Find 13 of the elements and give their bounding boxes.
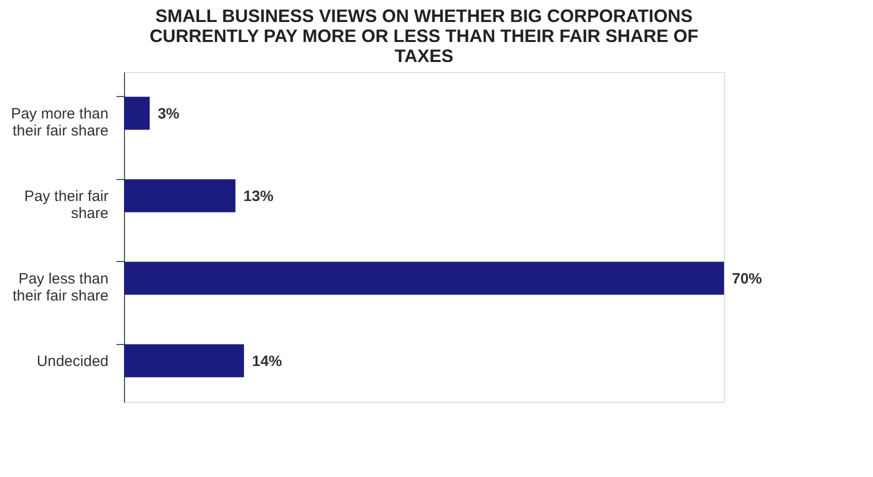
bar (124, 179, 236, 212)
bar (124, 262, 724, 295)
data-label: 14% (252, 352, 282, 370)
data-label: 70% (732, 270, 762, 288)
bar (124, 344, 244, 378)
y-tick-label: Pay more than their fair share (10, 105, 108, 140)
bar (124, 96, 150, 130)
data-label: 3% (158, 105, 180, 122)
y-tick-label: Undecided (36, 352, 108, 370)
y-tick-label: Pay less than their fair share (12, 270, 108, 304)
data-label: 13% (243, 188, 274, 205)
y-tick-label: Pay their fair share (24, 188, 108, 222)
chart-title: SMALL BUSINESS VIEWS ON WHETHER BIG CORPORATIONS CURRENTLY PAY MORE OR LESS THAN THEIR FAIR SHARE OF TAXES (150, 6, 698, 66)
